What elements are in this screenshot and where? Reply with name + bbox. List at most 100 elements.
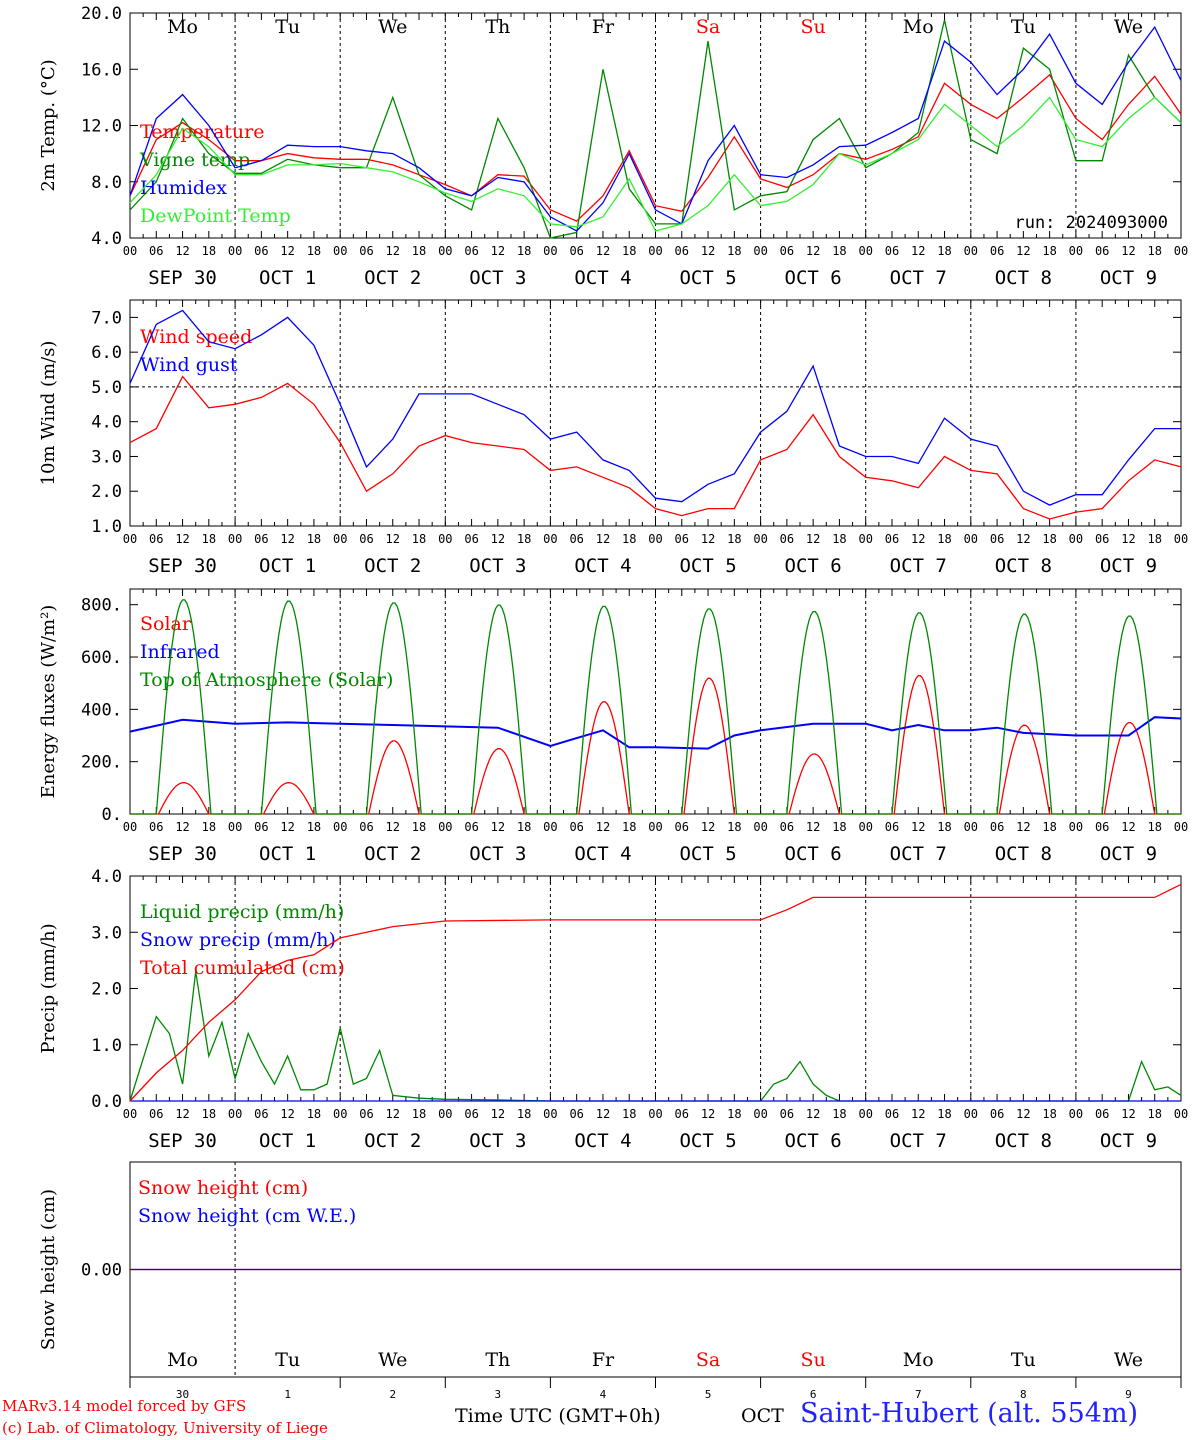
- hour-label: 06: [675, 244, 689, 258]
- legend-entry: Snow height (cm): [138, 1177, 308, 1199]
- hour-label: 06: [569, 532, 583, 546]
- hour-label: 06: [254, 244, 268, 258]
- y-tick-label: 1.0: [91, 1036, 122, 1056]
- y-tick-label: 5.0: [91, 378, 122, 398]
- hour-label: 12: [911, 1107, 925, 1121]
- day-number: 7: [915, 1388, 922, 1401]
- hour-label: 00: [543, 244, 557, 258]
- date-label: OCT 5: [679, 555, 736, 577]
- y-tick-label: 4.0: [91, 229, 122, 249]
- date-label: OCT 4: [574, 267, 631, 289]
- hour-label: 00: [858, 244, 872, 258]
- date-label: OCT 2: [364, 555, 421, 577]
- y-axis-label: Snow height (cm): [38, 1189, 59, 1350]
- hour-label: 18: [1147, 820, 1161, 834]
- hour-label: 18: [412, 820, 426, 834]
- hour-label: 00: [858, 820, 872, 834]
- hour-label: 06: [464, 244, 478, 258]
- hour-label: 00: [753, 532, 767, 546]
- hour-label: 00: [648, 1107, 662, 1121]
- hour-label: 18: [622, 532, 636, 546]
- hour-label: 06: [359, 1107, 373, 1121]
- hour-label: 12: [386, 532, 400, 546]
- day-number: 6: [810, 1388, 817, 1401]
- hour-label: 06: [254, 1107, 268, 1121]
- hour-label: 12: [491, 532, 505, 546]
- hour-label: 18: [412, 532, 426, 546]
- hour-label: 12: [701, 244, 715, 258]
- hour-label: 06: [569, 1107, 583, 1121]
- day-number: 5: [705, 1388, 712, 1401]
- hour-label: 00: [1069, 1107, 1083, 1121]
- hour-label: 06: [675, 532, 689, 546]
- hour-label: 00: [1069, 244, 1083, 258]
- y-axis-label: Precip (mm/h): [38, 923, 59, 1053]
- hour-label: 12: [386, 820, 400, 834]
- hour-label: 12: [386, 244, 400, 258]
- hour-label: 06: [990, 820, 1004, 834]
- hour-label: 12: [806, 820, 820, 834]
- hour-label: 06: [990, 244, 1004, 258]
- weekday-label: We: [378, 1349, 407, 1371]
- hour-label: 06: [1095, 244, 1109, 258]
- hour-label: 06: [675, 1107, 689, 1121]
- day-number: 30: [176, 1388, 189, 1401]
- hour-label: 18: [937, 532, 951, 546]
- hour-label: 06: [780, 532, 794, 546]
- hour-label: 06: [1095, 820, 1109, 834]
- series-line-dewpoint-temp: [129, 96, 1182, 232]
- hour-label: 12: [596, 1107, 610, 1121]
- y-tick-label: 0.: [102, 805, 122, 825]
- hour-label: 06: [885, 820, 899, 834]
- legend-entry: Temperature: [140, 121, 264, 143]
- series-line-humidex: [129, 25, 1182, 232]
- hour-label: 18: [517, 820, 531, 834]
- hour-label: 18: [1147, 1107, 1161, 1121]
- hour-label: 12: [1016, 1107, 1030, 1121]
- series-line-total-cumulated-cm-: [129, 883, 1182, 1102]
- hour-label: 18: [1147, 244, 1161, 258]
- date-label: OCT 5: [679, 267, 736, 289]
- hour-label: 06: [149, 820, 163, 834]
- hour-label: 06: [780, 820, 794, 834]
- hour-label: 12: [175, 532, 189, 546]
- legend-entry: Top of Atmosphere (Solar): [140, 669, 393, 691]
- date-label: OCT 8: [995, 555, 1052, 577]
- date-label: OCT 1: [259, 843, 316, 865]
- y-tick-label: 2.0: [91, 980, 122, 1000]
- date-label: OCT 3: [469, 1130, 526, 1152]
- day-number: 3: [495, 1388, 502, 1401]
- legend-entry: Infrared: [140, 641, 220, 663]
- hour-label: 12: [911, 244, 925, 258]
- y-tick-label: 600.: [81, 648, 122, 668]
- hour-label: 18: [1042, 820, 1056, 834]
- date-label: SEP 30: [148, 267, 217, 289]
- day-number: 8: [1020, 1388, 1027, 1401]
- hour-label: 12: [596, 532, 610, 546]
- date-label: OCT 9: [1100, 1130, 1157, 1152]
- date-label: OCT 9: [1100, 267, 1157, 289]
- date-label: OCT 2: [364, 267, 421, 289]
- weekday-label: Th: [485, 16, 510, 38]
- hour-label: 18: [307, 244, 321, 258]
- hour-label: 00: [858, 532, 872, 546]
- date-label: OCT 6: [785, 1130, 842, 1152]
- hour-label: 12: [175, 820, 189, 834]
- weekday-label: Th: [485, 1349, 510, 1371]
- y-tick-label: 400.: [81, 700, 122, 720]
- hour-label: 06: [464, 532, 478, 546]
- y-tick-label: 0.00: [81, 1261, 122, 1281]
- y-tick-label: 200.: [81, 753, 122, 773]
- date-label: SEP 30: [148, 555, 217, 577]
- station-title: Saint-Hubert (alt. 554m): [800, 1398, 1139, 1429]
- weekday-label: We: [1114, 16, 1143, 38]
- hour-label: 12: [491, 1107, 505, 1121]
- hour-label: 12: [806, 532, 820, 546]
- hour-label: 00: [438, 1107, 452, 1121]
- date-label: OCT 1: [259, 267, 316, 289]
- y-tick-label: 8.0: [91, 173, 122, 193]
- hour-label: 00: [1069, 820, 1083, 834]
- weekday-label: Sa: [696, 16, 720, 38]
- hour-label: 00: [964, 532, 978, 546]
